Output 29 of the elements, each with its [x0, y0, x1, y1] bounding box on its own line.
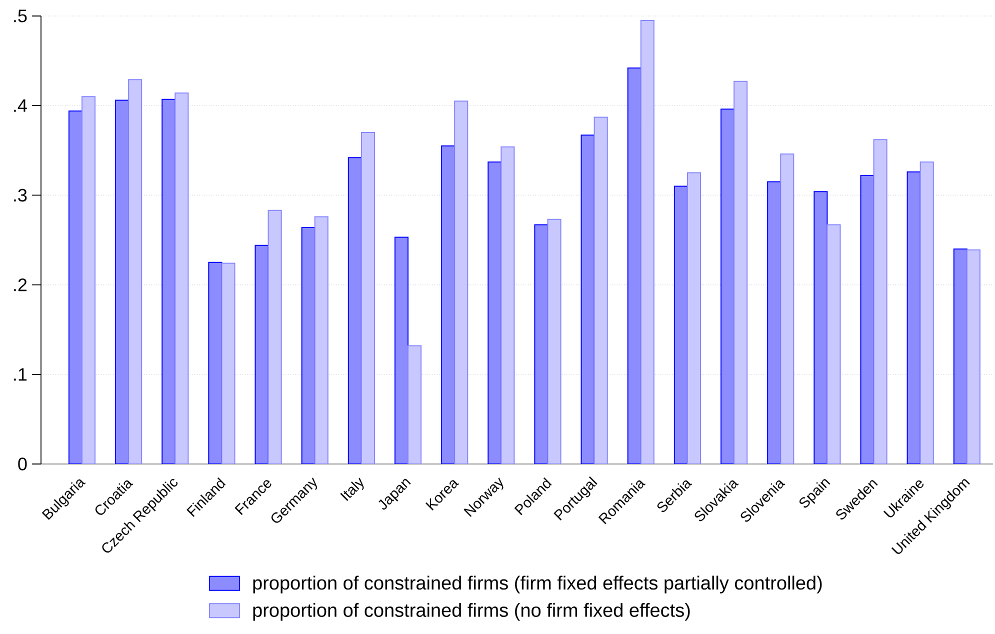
bar [128, 79, 142, 464]
y-tick-label: 0 [18, 458, 27, 470]
y-tick-label: .1 [14, 368, 27, 381]
bar [360, 132, 375, 464]
bar [686, 172, 702, 464]
bar [314, 216, 328, 464]
bar [920, 162, 934, 464]
y-tick-label: .5 [14, 10, 27, 22]
bar [826, 224, 841, 464]
bar [594, 116, 608, 464]
bar [734, 80, 748, 464]
bar [408, 345, 422, 464]
y-tick-label: .4 [14, 99, 27, 112]
bar [966, 249, 980, 464]
legend-label: proportion of constrained firms (no firm fixed effects) [253, 602, 690, 621]
y-tick-label: .3 [14, 188, 27, 202]
bar [221, 262, 236, 464]
x-tick-label: Italy [340, 478, 364, 501]
bar [640, 20, 654, 464]
bar [268, 210, 282, 464]
bar [873, 139, 888, 464]
bar [81, 96, 96, 464]
bar [174, 92, 189, 464]
bar [500, 146, 515, 464]
bar [780, 153, 794, 464]
y-tick-label: .2 [14, 278, 27, 292]
legend-label: proportion of constrained firms (firm fixed effects partially controlled) [253, 576, 822, 594]
bar [454, 100, 468, 464]
bar [547, 218, 562, 464]
